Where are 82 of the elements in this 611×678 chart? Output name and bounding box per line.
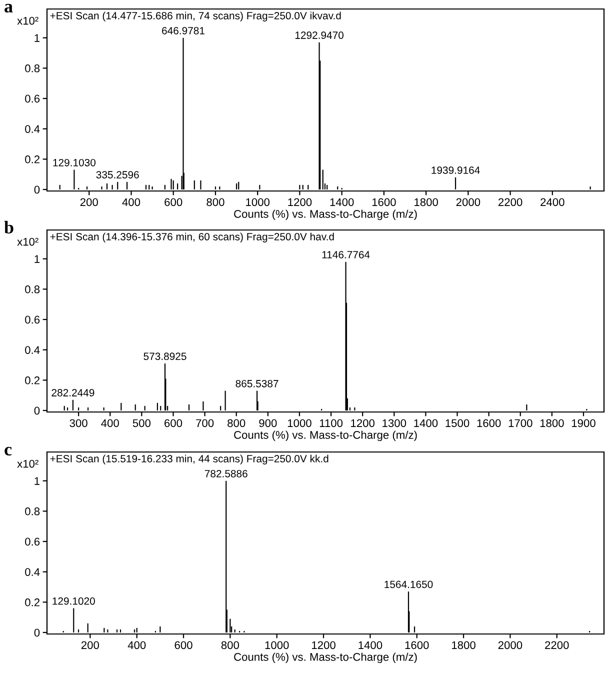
annotation: 129.1030 [53, 158, 96, 166]
x-tick-label: 1600 [372, 198, 396, 206]
annotation: 1146.7764 [322, 251, 370, 258]
chart-title: b [4, 220, 14, 234]
x-tick-label: 500 [132, 419, 151, 428]
x-tick-label: 1200 [351, 419, 375, 428]
annotation: 129.1020 [52, 597, 95, 605]
x-tick-label: 400 [128, 641, 146, 650]
x-tick-label: 1800 [452, 641, 476, 650]
y-tick-label: 0.8 [25, 64, 40, 72]
annotation: 1939.9164 [432, 166, 480, 174]
x-tick-label: 1800 [540, 419, 564, 428]
annotation: 1564.1650 [384, 580, 433, 588]
x-tick-label: 1000 [246, 198, 270, 206]
x-tick-label: 800 [228, 419, 246, 428]
annotation: 646.9781 [162, 26, 204, 34]
annotation: 573.8925 [144, 352, 186, 360]
x-axis-title: Counts (%) vs. Mass-to-Charge (m/z) [234, 652, 417, 664]
x-tick-label: 1000 [288, 419, 312, 428]
y-tick-label: 0.6 [25, 94, 40, 103]
annotation: +ESI Scan (14.477-15.686 min, 74 scans) Frag=250.0V ikvav.d [50, 12, 341, 22]
x-tick-label: 1200 [288, 198, 312, 206]
x-tick-label: 600 [174, 641, 192, 650]
y-tick-label: 0.2 [25, 155, 40, 164]
y-tick-label: 1 [34, 477, 40, 485]
annotation: 282.2449 [52, 389, 94, 396]
x-tick-label: 1600 [405, 641, 429, 650]
y-tick-label: 0 [34, 406, 40, 415]
x-axis-title: Counts (%) vs. Mass-to-Charge (m/z) [234, 430, 417, 442]
x-tick-label: 1700 [508, 419, 532, 428]
x-tick-label: 2000 [498, 641, 522, 650]
x-tick-label: 700 [196, 419, 214, 428]
x-tick-label: 1900 [572, 419, 596, 428]
y-tick-label: 0.8 [25, 507, 40, 516]
x-tick-label: 1600 [477, 419, 501, 428]
x-tick-label: 1400 [330, 198, 354, 206]
x-tick-label: 400 [122, 198, 140, 206]
x-tick-label: 900 [259, 419, 277, 428]
y-tick-label: 0.8 [25, 285, 40, 294]
x-tick-label: 1400 [358, 641, 382, 650]
y-axis-title: x10² [17, 460, 38, 468]
chart-title: c [4, 446, 12, 456]
x-tick-label: 2200 [498, 198, 522, 206]
y-tick-label: 0.4 [25, 346, 40, 354]
x-tick-label: 2200 [545, 641, 569, 650]
x-tick-label: 800 [206, 198, 224, 206]
x-tick-label: 300 [70, 419, 88, 428]
annotation: 1292.9470 [295, 32, 344, 39]
y-tick-label: 0.4 [25, 568, 40, 576]
y-tick-label: 0.4 [25, 125, 40, 133]
x-tick-label: 1300 [382, 419, 406, 428]
annotation: 335.2596 [96, 171, 139, 178]
x-tick-label: 1500 [446, 419, 470, 428]
y-tick-label: 1 [34, 255, 40, 263]
y-tick-label: 0.2 [25, 598, 40, 606]
x-tick-label: 1200 [312, 641, 336, 650]
x-axis-title: Counts (%) vs. Mass-to-Charge (m/z) [234, 210, 417, 220]
y-axis-title: x10² [17, 238, 38, 246]
x-tick-label: 2400 [540, 198, 564, 206]
x-tick-label: 1400 [414, 419, 438, 428]
x-tick-label: 2000 [456, 198, 480, 206]
y-tick-label: 0 [34, 186, 40, 194]
x-tick-label: 1100 [320, 419, 343, 428]
x-tick-label: 800 [221, 641, 240, 650]
y-tick-label: 0 [34, 628, 40, 637]
annotation: 782.5886 [204, 470, 248, 478]
x-tick-label: 400 [101, 419, 119, 428]
y-tick-label: 1 [34, 34, 40, 42]
annotation: 865.5387 [236, 380, 278, 388]
x-tick-label: 200 [80, 198, 98, 206]
annotation: +ESI Scan (15.519-16.233 min, 44 scans) Frag=250.0V kk.d [50, 454, 328, 464]
annotation: +ESI Scan (14.396-15.376 min, 60 scans) Frag=250.0V hav.d [50, 232, 334, 242]
x-tick-label: 200 [81, 641, 100, 650]
x-tick-label: 1000 [265, 641, 289, 650]
chart-title: a [4, 4, 13, 13]
x-tick-label: 1800 [414, 198, 438, 206]
y-tick-label: 0.6 [25, 316, 40, 324]
x-tick-label: 600 [164, 198, 182, 206]
x-tick-label: 600 [164, 419, 182, 428]
y-axis-title: x10² [17, 16, 38, 25]
y-tick-label: 0.6 [25, 538, 40, 546]
y-tick-label: 0.2 [25, 376, 40, 384]
